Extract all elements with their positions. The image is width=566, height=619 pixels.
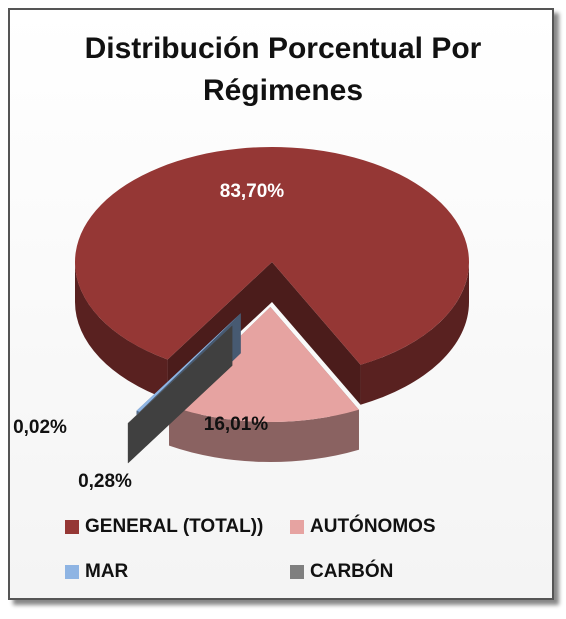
slice-top: [169, 306, 359, 422]
slice-side: [127, 325, 233, 464]
legend-label: MAR: [85, 561, 129, 582]
data-label: 0,02%: [13, 417, 67, 438]
data-label: 83,70%: [220, 181, 285, 202]
slice-wall: [360, 262, 469, 405]
slice-wall: [75, 262, 168, 400]
slice-wall: [169, 405, 359, 462]
legend-swatch: [65, 520, 79, 534]
legend-label: GENERAL (TOTAL)): [85, 516, 263, 537]
legend-swatch: [290, 520, 304, 534]
legend-swatch: [65, 565, 79, 579]
data-label: 0,28%: [78, 471, 132, 492]
slice-top: [136, 313, 241, 412]
data-label: 16,01%: [204, 414, 269, 435]
slice-top: [127, 325, 233, 424]
slice-side: [272, 262, 361, 405]
legend-label: CARBÓN: [310, 560, 393, 582]
slice-top: [75, 146, 470, 365]
chart-title: Distribución Porcentual Por Régimenes: [84, 32, 482, 107]
legend-label: AUTÓNOMOS: [310, 515, 436, 537]
legend-swatch: [290, 565, 304, 579]
